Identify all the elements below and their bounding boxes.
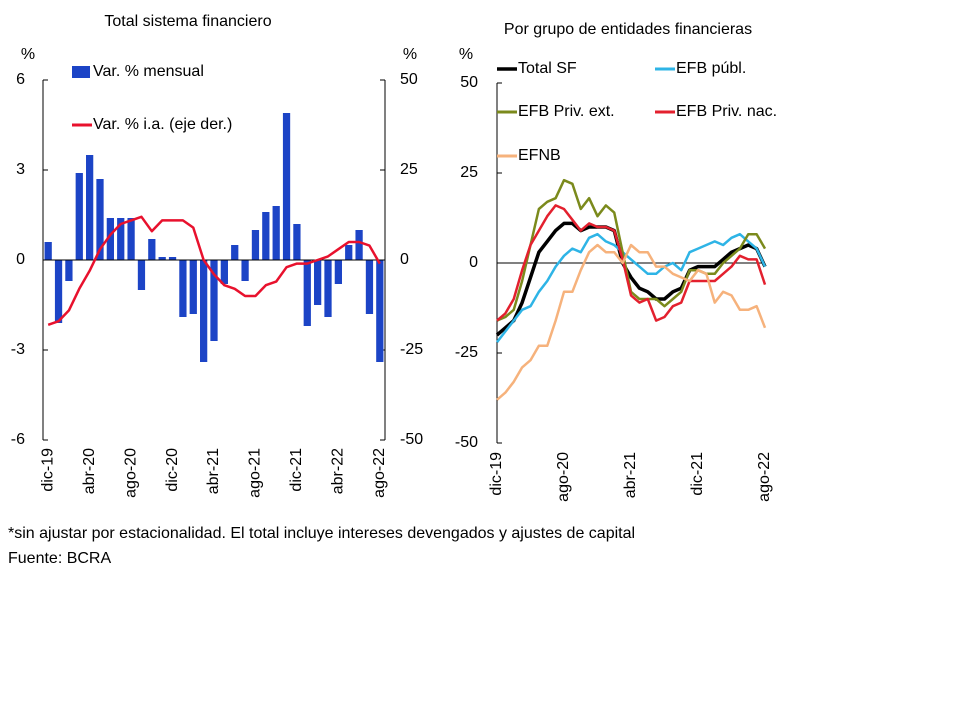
line-series bbox=[496, 204, 767, 322]
x-tick-label: ago-22 bbox=[756, 452, 773, 502]
legend-label: EFB Priv. ext. bbox=[518, 103, 615, 120]
x-tick-label: dic-20 bbox=[164, 448, 181, 492]
bar bbox=[200, 260, 208, 362]
bar bbox=[282, 113, 291, 260]
y2-tick-label: 50 bbox=[400, 71, 418, 88]
x-tick-label: abr-21 bbox=[622, 452, 639, 498]
y-unit: % bbox=[21, 46, 35, 63]
bar bbox=[168, 257, 177, 260]
y-tick-label: 0 bbox=[16, 251, 25, 268]
bar bbox=[345, 245, 353, 260]
x-tick-label: ago-22 bbox=[371, 448, 388, 498]
x-tick-label: dic-19 bbox=[488, 452, 505, 496]
bar bbox=[262, 212, 270, 260]
y-unit: % bbox=[459, 46, 473, 63]
x-tick-label: dic-21 bbox=[689, 452, 706, 496]
line-series bbox=[496, 232, 767, 343]
line-series bbox=[47, 215, 381, 326]
bar bbox=[117, 218, 125, 260]
bar bbox=[137, 260, 146, 290]
legend-label: Var. % mensual bbox=[93, 63, 204, 80]
line-series bbox=[495, 221, 767, 337]
y-tick-label: -3 bbox=[11, 341, 25, 358]
bar bbox=[65, 260, 73, 281]
y2-tick-label: -50 bbox=[400, 431, 423, 448]
bar bbox=[75, 173, 83, 260]
legend-label: EFB públ. bbox=[676, 60, 746, 77]
bar bbox=[231, 245, 239, 260]
y-tick-label: 50 bbox=[460, 74, 478, 91]
source: Fuente: BCRA bbox=[8, 550, 111, 567]
bar bbox=[272, 206, 280, 260]
bar bbox=[334, 260, 342, 284]
bar bbox=[324, 260, 332, 317]
bar bbox=[314, 260, 322, 305]
legend-label: EFB Priv. nac. bbox=[676, 103, 777, 120]
legend-label: EFNB bbox=[518, 147, 561, 164]
bar bbox=[376, 260, 384, 362]
y-tick-label: -50 bbox=[455, 434, 478, 451]
bar bbox=[148, 239, 156, 260]
x-tick-label: dic-21 bbox=[288, 448, 305, 492]
y-tick-label: 0 bbox=[469, 254, 478, 271]
bar bbox=[127, 218, 135, 260]
chart-title: Total sistema financiero bbox=[104, 13, 271, 30]
footnote: *sin ajustar por estacionalidad. El tota… bbox=[8, 525, 635, 542]
x-tick-label: ago-20 bbox=[122, 448, 139, 498]
x-tick-label: ago-20 bbox=[555, 452, 572, 502]
legend-label: Total SF bbox=[518, 60, 577, 77]
y-tick-label: 25 bbox=[460, 164, 478, 181]
bar bbox=[293, 224, 301, 260]
x-tick-label: ago-21 bbox=[247, 448, 264, 498]
bar bbox=[179, 260, 187, 317]
bar bbox=[241, 260, 249, 281]
bar bbox=[158, 257, 166, 260]
x-tick-label: abr-21 bbox=[205, 448, 222, 494]
line-series bbox=[496, 178, 767, 322]
bar bbox=[44, 242, 52, 260]
x-tick-label: dic-19 bbox=[39, 448, 56, 492]
bar bbox=[54, 260, 63, 323]
y2-tick-label: -25 bbox=[400, 341, 423, 358]
line-series bbox=[496, 243, 767, 401]
bar bbox=[251, 230, 260, 260]
y-tick-label: 3 bbox=[16, 161, 25, 178]
bar bbox=[355, 230, 363, 260]
x-tick-label: abr-20 bbox=[81, 448, 98, 494]
bar bbox=[189, 260, 197, 314]
x-tick-label: abr-22 bbox=[330, 448, 347, 494]
bar bbox=[96, 179, 104, 260]
y2-tick-label: 0 bbox=[400, 251, 409, 268]
y2-unit: % bbox=[403, 46, 417, 63]
y-tick-label: -25 bbox=[455, 344, 478, 361]
bar bbox=[106, 218, 114, 260]
chart-title: Por grupo de entidades financieras bbox=[504, 21, 752, 38]
legend-label: Var. % i.a. (eje der.) bbox=[93, 116, 232, 133]
y-tick-label: -6 bbox=[11, 431, 25, 448]
bar bbox=[365, 260, 374, 314]
bar bbox=[210, 260, 218, 341]
bar bbox=[303, 260, 311, 326]
legend-swatch bbox=[72, 66, 90, 78]
y2-tick-label: 25 bbox=[400, 161, 418, 178]
bar bbox=[220, 260, 228, 284]
bar bbox=[86, 155, 94, 260]
y-tick-label: 6 bbox=[16, 71, 25, 88]
